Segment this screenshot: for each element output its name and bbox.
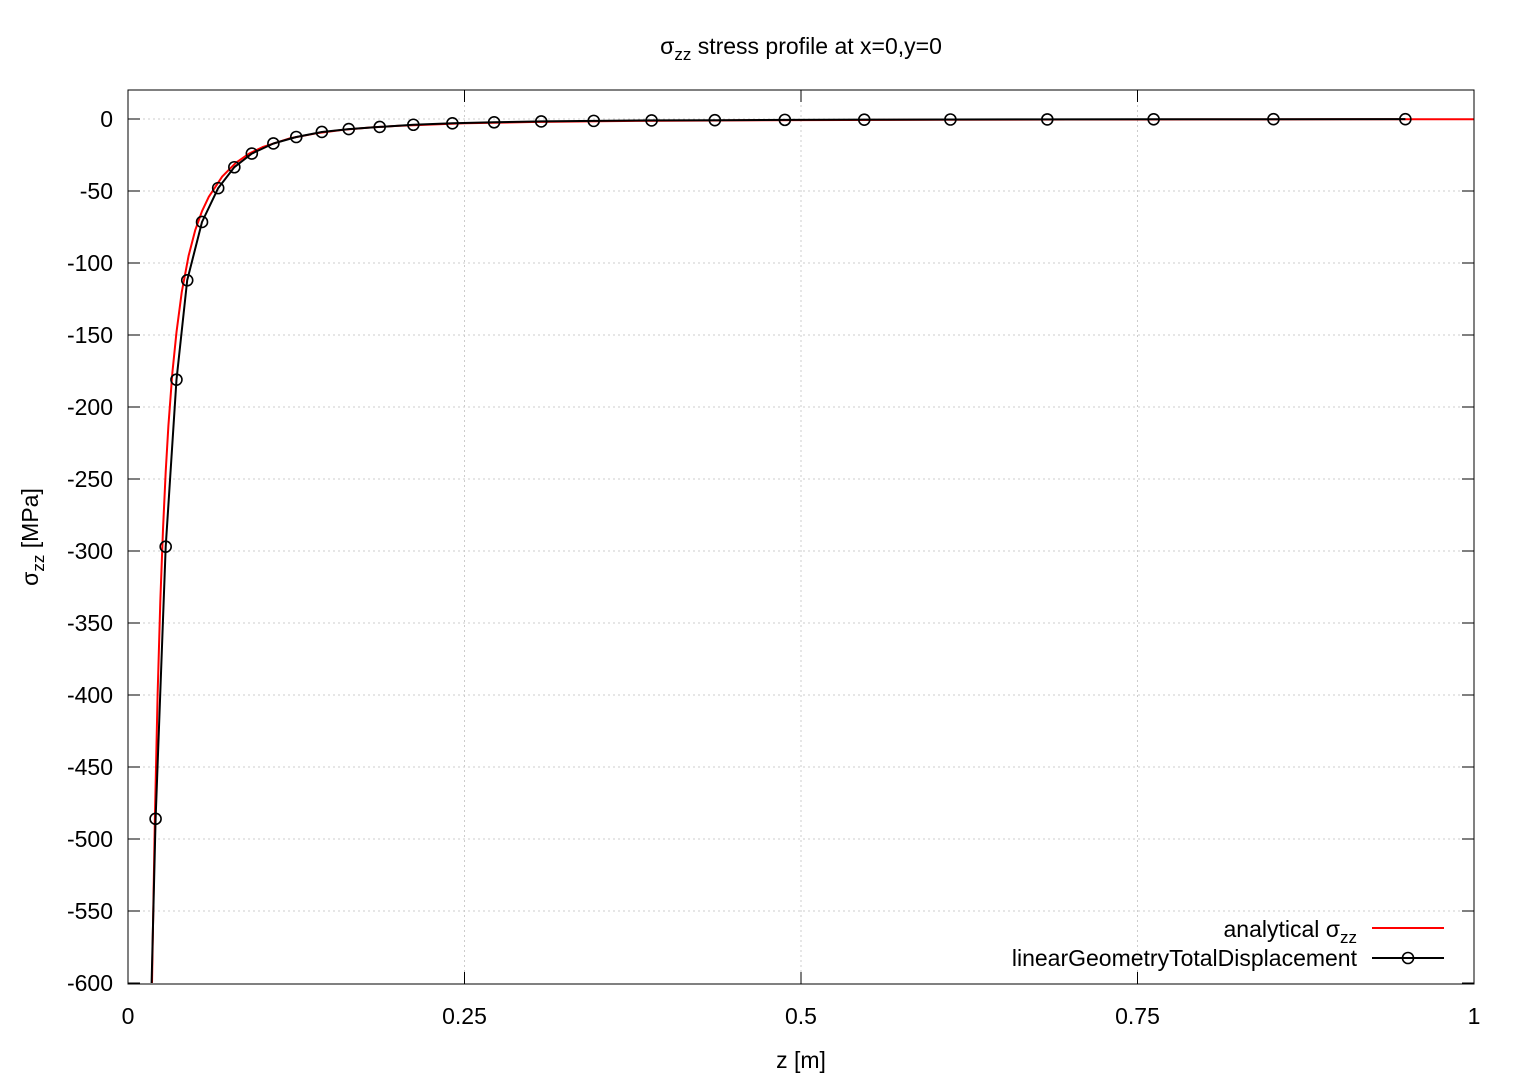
data-point [446, 117, 459, 130]
tick-labels: 0 -50 -100 -150 -200 -250 -300 -350 -400 -450 -500… [67, 106, 1480, 1029]
data-point [180, 273, 194, 287]
legend-label-analytical-text: analytical σ [1224, 916, 1340, 942]
chart-title-text: stress profile at x=0,y=0 [691, 33, 942, 59]
data-point [1147, 112, 1160, 126]
y-tick-label: -100 [67, 250, 113, 276]
y-tick-label: -550 [67, 898, 113, 924]
data-point [778, 113, 792, 127]
y-axis-label-subscript: zz [29, 555, 48, 572]
x-tick-label: 1 [1468, 1003, 1481, 1029]
data-point [195, 215, 209, 229]
chart-title-subscript: zz [674, 45, 691, 64]
data-point [267, 137, 280, 150]
y-tick-label: -600 [67, 970, 113, 996]
data-point [211, 181, 225, 195]
plot-frame [127, 89, 1475, 985]
legend-marker-numerical [1401, 951, 1415, 965]
legend-label-analytical: analytical σzz [1224, 916, 1357, 947]
data-point [342, 122, 356, 136]
data-point [170, 373, 183, 386]
legend-label-analytical-subscript: zz [1340, 928, 1357, 947]
y-tick-label: -50 [80, 178, 113, 204]
x-axis-label: z [m] [776, 1047, 826, 1073]
y-tick-label: -400 [67, 682, 113, 708]
series-line-1 [150, 118, 1406, 984]
x-tick-label: 0.25 [442, 1003, 487, 1029]
y-tick-label: -150 [67, 322, 113, 348]
y-tick-label: -350 [67, 610, 113, 636]
data-point [487, 116, 501, 129]
data-point [228, 160, 241, 174]
x-tick-label: 0.75 [1115, 1003, 1160, 1029]
y-axis-label-symbol: σ [17, 572, 43, 586]
y-axis-label: σzz [MPa] [17, 488, 48, 586]
data-point [645, 114, 658, 127]
data-point [289, 130, 303, 144]
y-axis-label-text: [MPa] [17, 488, 43, 554]
legend-label-numerical: linearGeometryTotalDisplacement [1012, 945, 1358, 971]
y-tick-label: -200 [67, 394, 113, 420]
y-tick-label: -450 [67, 754, 113, 780]
data-point [407, 118, 420, 132]
data-point [245, 147, 259, 160]
data-point [587, 114, 601, 128]
y-tick-label: 0 [100, 106, 113, 132]
x-tick-label: 0 [122, 1003, 135, 1029]
data-point [944, 113, 957, 126]
y-tick-label: -250 [67, 466, 113, 492]
legend: analytical σzz linearGeometryTotalDispla… [1012, 916, 1444, 971]
y-tick-label: -300 [67, 538, 113, 564]
data-point [159, 540, 172, 553]
data-point [373, 120, 387, 134]
data-point [1041, 113, 1054, 126]
data-point [315, 125, 329, 139]
y-tick-label: -500 [67, 826, 113, 852]
data-point [857, 113, 871, 126]
data-point [534, 115, 548, 128]
data-point [149, 812, 162, 826]
x-tick-label: 0.5 [785, 1003, 817, 1029]
data-point [708, 113, 722, 127]
chart-title-symbol: σ [660, 33, 674, 59]
chart-title: σzz stress profile at x=0,y=0 [660, 33, 942, 64]
data-point [1267, 112, 1280, 126]
series-lines [149, 112, 1474, 984]
data-point [1399, 112, 1412, 126]
